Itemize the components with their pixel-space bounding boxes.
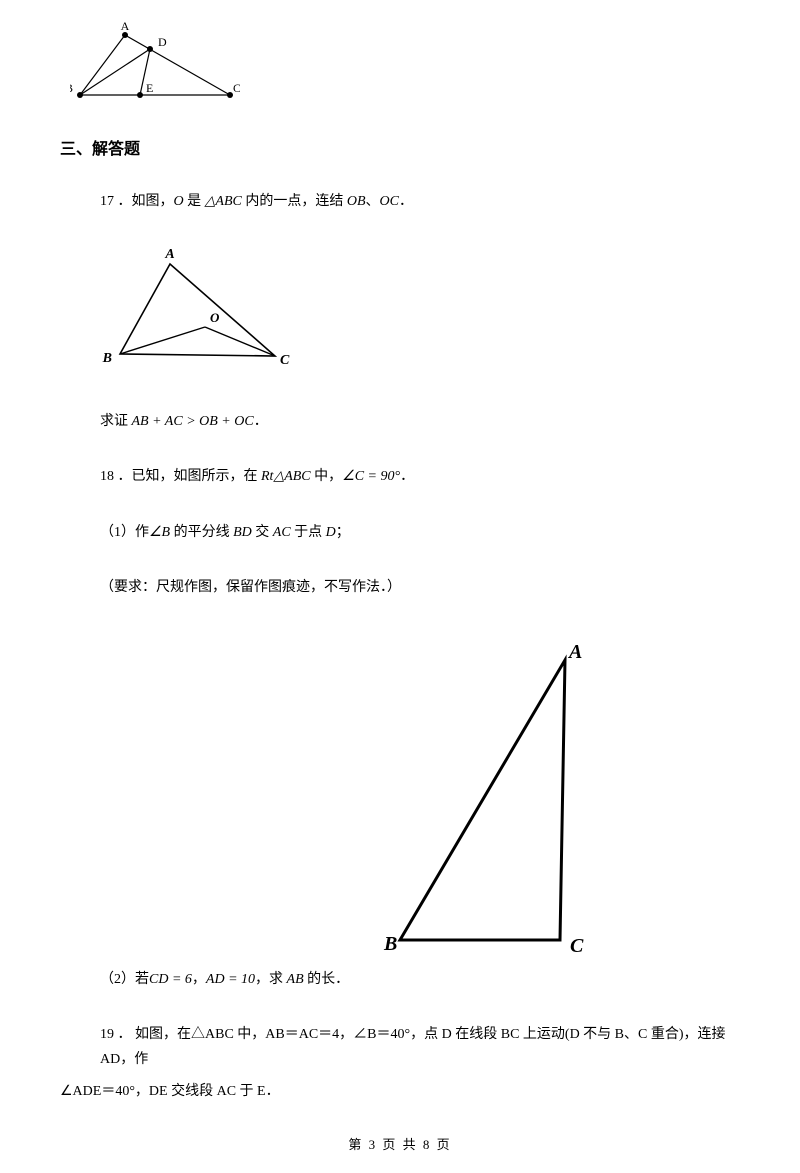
q19-line2: ∠ADE＝40°，DE 交线段 AC 于 E．: [60, 1079, 740, 1104]
q18-mid: 中，: [311, 469, 343, 484]
q18-D: D: [326, 525, 336, 540]
q18-p1-pre: （1）作: [100, 525, 149, 540]
q18-angle: ∠C = 90°: [342, 469, 400, 484]
label-A: A: [164, 247, 174, 262]
q18-p1-m2: 交: [252, 525, 273, 540]
label-B: B: [70, 81, 73, 95]
footer-cur: 3: [369, 1137, 378, 1152]
q18-cd: CD = 6: [149, 972, 192, 987]
q17-mid2: 内的一点，连结: [242, 194, 347, 209]
q18-end: ．: [400, 469, 414, 484]
label-D: D: [158, 35, 167, 49]
q18-p1-end: ；: [336, 525, 350, 540]
q18-line1: 18 ．已知，如图所示，在 Rt△ABC 中，∠C = 90°．: [100, 464, 740, 489]
q18-p2-pre: （2）若: [100, 972, 149, 987]
q17-triABC: △ABC: [205, 194, 242, 209]
q18-angleB: ∠B: [149, 525, 170, 540]
label-B: B: [102, 351, 112, 366]
label-C: C: [233, 81, 240, 95]
q18-AC: AC: [273, 525, 291, 540]
q17-O: O: [174, 194, 184, 209]
page-footer: 第 3 页 共 8 页: [60, 1134, 740, 1153]
label-C: C: [280, 353, 290, 368]
q17-prove: 求证 AB + AC > OB + OC．: [100, 409, 740, 434]
figure-q17-triangle: A B C O: [100, 244, 740, 379]
q17-prove-end: ．: [254, 414, 268, 429]
q17-mid: 是: [184, 194, 205, 209]
q17-OB: OB: [347, 194, 366, 209]
q17-OC: OC: [380, 194, 399, 209]
q17-prove-expr: AB + AC > OB + OC: [132, 414, 254, 429]
label-E: E: [146, 81, 153, 95]
q17-pre: 17 ．如图，: [100, 194, 174, 209]
q18-p1-m3: 于点: [291, 525, 326, 540]
q17-end: ．: [399, 194, 413, 209]
footer-total: 8: [423, 1137, 432, 1152]
q18-BD: BD: [233, 525, 252, 540]
q18-p2-s1: ，: [192, 972, 206, 987]
q18-ad: AD = 10: [206, 972, 255, 987]
q18-pre: 18 ．已知，如图所示，在: [100, 469, 261, 484]
label-O: O: [210, 310, 220, 325]
section-heading: 三、解答题: [60, 135, 740, 159]
label-A: A: [567, 641, 582, 663]
q18-p1-m1: 的平分线: [170, 525, 233, 540]
q17-prove-label: 求证: [100, 414, 132, 429]
q19-line1: 19 ． 如图，在△ABC 中，AB＝AC＝4，∠B＝40°，点 D 在线段 B…: [100, 1022, 740, 1072]
q18-AB: AB: [287, 972, 304, 987]
q17-line1: 17 ．如图，O 是 △ABC 内的一点，连结 OB、OC．: [100, 189, 740, 214]
q18-rt: Rt△ABC: [261, 469, 311, 484]
q17-sep: 、: [366, 194, 380, 209]
label-C: C: [570, 935, 584, 957]
q18-requirement: （要求：尺规作图，保留作图痕迹，不写作法．）: [100, 575, 740, 600]
footer-suf: 页: [431, 1137, 451, 1152]
q18-part1: （1）作∠B 的平分线 BD 交 AC 于点 D；: [100, 520, 740, 545]
footer-pre: 第: [348, 1137, 368, 1152]
label-B: B: [383, 933, 397, 955]
figure-q16-triangle: A D B E C: [70, 20, 740, 115]
q18-p2-s2: ，求: [255, 972, 287, 987]
figure-q18-right-triangle: A B C: [220, 630, 740, 975]
footer-mid: 页 共: [377, 1137, 423, 1152]
label-A: A: [121, 20, 130, 33]
q18-p2-end: 的长．: [304, 972, 350, 987]
